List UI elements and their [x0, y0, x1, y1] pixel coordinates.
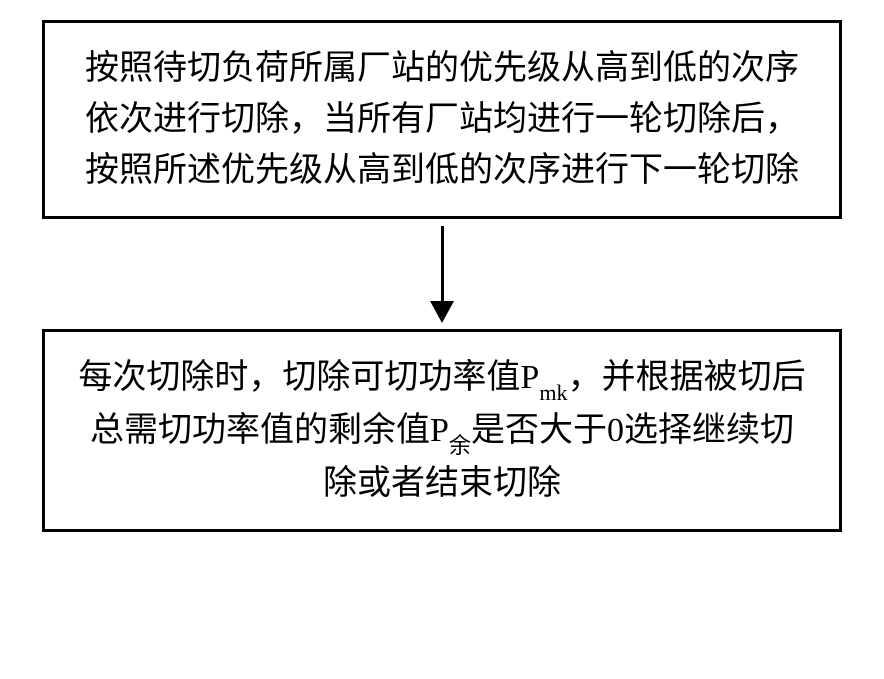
step1-text: 按照待切负荷所属厂站的优先级从高到低的次序依次进行切除，当所有厂站均进行一轮切除…: [85, 50, 799, 189]
step2-subscript-yu: 余: [449, 433, 471, 458]
flowchart-container: 按照待切负荷所属厂站的优先级从高到低的次序依次进行切除，当所有厂站均进行一轮切除…: [0, 20, 884, 532]
arrow-line: [441, 226, 444, 301]
step2-text-prefix: 每次切除时，切除可切功率值P: [78, 359, 539, 396]
step2-subscript-mk: mk: [539, 380, 567, 405]
flowchart-arrow: [430, 219, 454, 329]
flowchart-node-step2: 每次切除时，切除可切功率值Pmk，并根据被切后总需切功率值的剩余值P余是否大于0…: [42, 329, 842, 532]
arrow-head-icon: [430, 301, 454, 323]
flowchart-node-step1: 按照待切负荷所属厂站的优先级从高到低的次序依次进行切除，当所有厂站均进行一轮切除…: [42, 20, 842, 219]
